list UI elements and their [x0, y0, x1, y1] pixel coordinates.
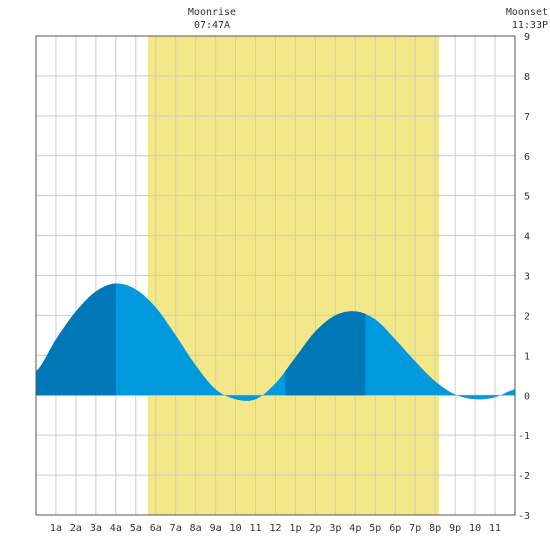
- tide-area-shaded: [36, 283, 116, 396]
- moonrise-time: 07:47A: [194, 20, 230, 31]
- y-tick-label: 9: [524, 32, 530, 43]
- x-tick-labels: 1a 2a 3a 4a 5a 6a 7a 8a 9a 10 11 12 1p 2p 3p 4p 5p 6p 7p 8p…: [50, 523, 501, 534]
- moonrise-label: Moonrise: [188, 7, 236, 18]
- y-tick-label: 8: [524, 72, 530, 83]
- x-tick-label: 2p: [309, 523, 321, 534]
- x-tick-label: 9p: [449, 523, 461, 534]
- x-tick-label: 6a: [150, 523, 162, 534]
- tide-layer: [36, 283, 515, 401]
- x-tick-label: 9a: [210, 523, 222, 534]
- x-tick-label: 8p: [429, 523, 441, 534]
- x-tick-label: 11: [250, 523, 262, 534]
- y-tick-label: -3: [518, 511, 530, 522]
- x-tick-label: 7a: [170, 523, 182, 534]
- moonset-label: Moonset: [506, 7, 548, 18]
- x-tick-label: 2a: [70, 523, 82, 534]
- y-tick-label: 3: [524, 272, 530, 283]
- moonset-time: 11:33P: [512, 20, 548, 31]
- y-tick-label: 7: [524, 112, 530, 123]
- x-tick-label: 4a: [110, 523, 122, 534]
- x-tick-label: 12: [269, 523, 281, 534]
- y-tick-label: 1: [524, 351, 530, 362]
- grid-layer: [36, 36, 515, 515]
- x-tick-label: 1a: [50, 523, 62, 534]
- x-tick-label: 4p: [349, 523, 361, 534]
- x-tick-label: 8a: [190, 523, 202, 534]
- x-tick-label: 3p: [329, 523, 341, 534]
- x-tick-label: 3a: [90, 523, 102, 534]
- y-tick-label: 5: [524, 192, 530, 203]
- tide-area-shaded: [285, 311, 366, 396]
- x-tick-label: 10: [230, 523, 242, 534]
- y-tick-label: -2: [518, 471, 530, 482]
- x-tick-label: 1p: [289, 523, 301, 534]
- x-tick-label: 10: [469, 523, 481, 534]
- plot-frame: [35, 35, 516, 516]
- y-tick-label: 6: [524, 152, 530, 163]
- tide-area: [36, 283, 515, 401]
- y-tick-label: 0: [524, 391, 530, 402]
- x-tick-label: 5p: [369, 523, 381, 534]
- x-tick-label: 11: [489, 523, 501, 534]
- y-tick-label: 4: [524, 232, 530, 243]
- x-tick-label: 6p: [389, 523, 401, 534]
- y-tick-labels: -3 -2 -1 0 1 2 3 4 5 6 7 8 9: [518, 32, 530, 522]
- x-tick-label: 7p: [409, 523, 421, 534]
- y-tick-label: 2: [524, 311, 530, 322]
- x-tick-label: 5a: [130, 523, 142, 534]
- y-tick-label: -1: [518, 431, 530, 442]
